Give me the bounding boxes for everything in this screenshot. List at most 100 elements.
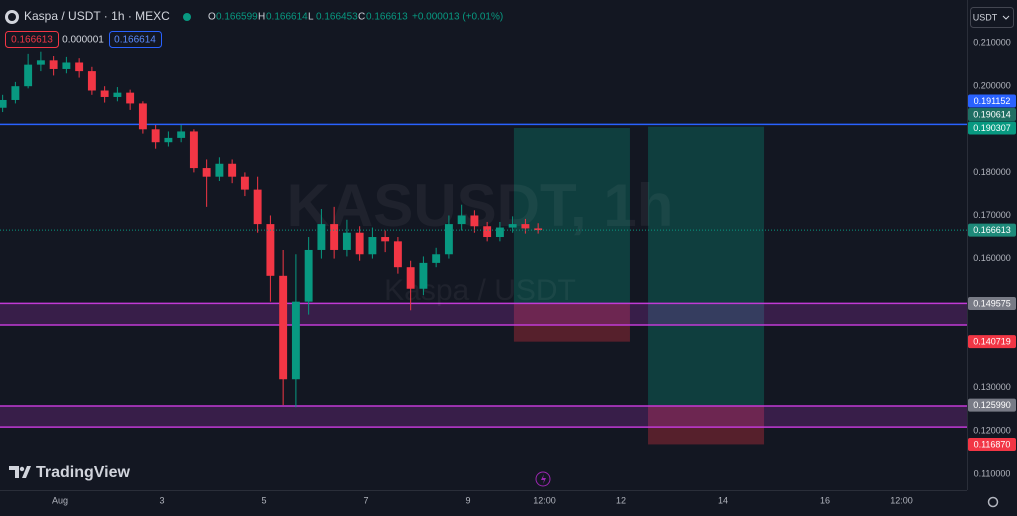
x-tick-label: 3 xyxy=(160,495,165,505)
candle-body xyxy=(432,254,441,263)
candle-body xyxy=(75,62,84,72)
candle-body xyxy=(100,90,109,97)
brand-logo-dot xyxy=(19,466,25,472)
symbol[interactable]: Kaspa / USDT · 1h · MEXC xyxy=(24,9,170,23)
candle-body xyxy=(11,86,20,100)
y-tick-label: 0.130000 xyxy=(973,382,1011,392)
buy-price[interactable]: 0.166614 xyxy=(114,35,156,46)
y-tick-label: 0.210000 xyxy=(973,37,1011,47)
price-label-box xyxy=(968,335,1016,349)
x-tick-label: 16 xyxy=(820,495,830,505)
zone xyxy=(0,405,967,428)
price-label: 0.190307 xyxy=(973,123,1011,133)
ohlc-value: 0.166453 xyxy=(316,12,358,23)
candle-body xyxy=(151,129,160,143)
plot xyxy=(0,51,967,408)
candle-body xyxy=(444,224,453,255)
candle-body xyxy=(342,232,351,250)
y-tick-label: 0.200000 xyxy=(973,81,1011,91)
symbol-logo-inner xyxy=(8,13,16,21)
change: +0.000013 (+0.01%) xyxy=(412,12,503,23)
sell-price[interactable]: 0.166613 xyxy=(11,35,53,46)
y-tick-label: 0.120000 xyxy=(973,425,1011,435)
sell-button[interactable] xyxy=(5,31,59,48)
x-tick-label: 7 xyxy=(364,495,369,505)
candle-body xyxy=(521,224,530,229)
price-label: 0.166613 xyxy=(973,225,1011,235)
currency[interactable]: USDT xyxy=(973,12,998,22)
buy-button[interactable] xyxy=(109,31,162,48)
ohlc-value: 0.166599 xyxy=(216,12,258,23)
price-label-box xyxy=(968,107,1016,121)
position-profit xyxy=(513,127,630,304)
candle-body xyxy=(138,103,147,130)
ohlc: O 0.166599 H 0.166614 L 0.166453 C 0.166613 xyxy=(208,12,408,23)
candle-body xyxy=(87,71,96,91)
candle-body xyxy=(495,227,504,238)
candle-body xyxy=(381,237,390,242)
candle-body xyxy=(457,215,466,225)
zone xyxy=(0,303,967,325)
candle-body xyxy=(304,249,313,302)
candle-body xyxy=(393,241,402,268)
y-tick-label: 0.110000 xyxy=(974,468,1011,478)
x-tick-label: 12:00 xyxy=(890,495,913,505)
candle-body xyxy=(291,301,300,380)
price-label: 0.125990 xyxy=(973,400,1011,410)
candle-body xyxy=(202,168,211,177)
position-loss xyxy=(513,303,630,342)
candle-body xyxy=(419,262,428,289)
x-tick-label: 12:00 xyxy=(533,495,556,505)
brand: TradingView xyxy=(36,464,131,481)
candle-body xyxy=(534,228,543,231)
drawings xyxy=(0,123,967,445)
price-label: 0.149575 xyxy=(973,298,1011,308)
position-loss xyxy=(648,405,765,445)
candle-body xyxy=(279,275,288,380)
candle-body xyxy=(113,92,122,97)
candle-body xyxy=(470,215,479,227)
candle-body xyxy=(317,224,326,250)
ohlc-value: 0.166614 xyxy=(266,12,308,23)
candle-body xyxy=(24,64,33,87)
price-label: 0.190614 xyxy=(973,109,1011,119)
currency-button[interactable] xyxy=(970,7,1014,28)
ohlc-key: H xyxy=(258,12,265,23)
candle-body xyxy=(253,189,262,225)
brand-logo xyxy=(9,466,31,478)
x-tick-label: 14 xyxy=(718,495,728,505)
candle-body xyxy=(368,237,377,255)
price-label-box xyxy=(968,398,1016,412)
ohlc-key: L xyxy=(308,12,314,23)
candle-body xyxy=(483,226,492,238)
candle-body xyxy=(266,224,275,276)
candle-body xyxy=(406,267,415,289)
events-icon[interactable] xyxy=(535,471,551,487)
price-label-box xyxy=(968,297,1016,311)
candle-body xyxy=(189,131,198,169)
x-tick-label: 5 xyxy=(262,495,267,505)
y-tick-label: 0.180000 xyxy=(973,167,1011,177)
candle-body xyxy=(49,60,58,69)
candle-body xyxy=(215,163,224,177)
candle-body xyxy=(177,131,186,138)
settings-icon[interactable] xyxy=(987,496,999,508)
candle-body xyxy=(228,163,237,177)
ohlc-value: 0.166613 xyxy=(366,12,408,23)
axes: 0.110000 0.120000 0.130000 0.160000 0.170000… xyxy=(52,37,1016,505)
candle-body xyxy=(355,232,364,255)
watermark-name: Kaspa / USDT xyxy=(384,274,576,307)
x-tick-label: 9 xyxy=(466,495,471,505)
y-tick-label: 0.170000 xyxy=(973,210,1011,220)
ohlc-key: C xyxy=(358,12,365,23)
candle-body xyxy=(330,224,339,250)
price-label-box xyxy=(968,121,1016,135)
price-label: 0.116870 xyxy=(974,439,1011,449)
y-tick-label: 0.160000 xyxy=(973,253,1011,263)
price-label-box xyxy=(968,94,1016,108)
status-dot xyxy=(183,13,191,21)
candle-body xyxy=(240,176,249,190)
